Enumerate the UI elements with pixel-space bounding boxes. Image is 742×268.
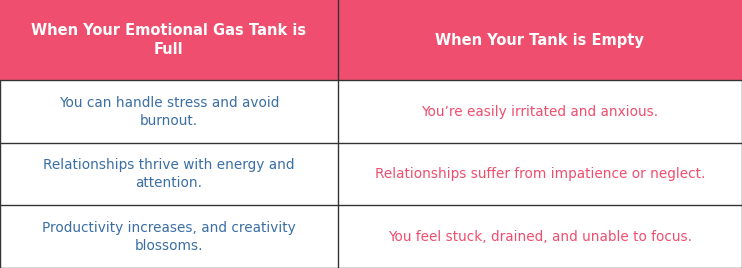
Text: Productivity increases, and creativity
blossoms.: Productivity increases, and creativity b… — [42, 221, 295, 253]
Text: When Your Tank is Empty: When Your Tank is Empty — [436, 33, 644, 48]
Text: Relationships suffer from impatience or neglect.: Relationships suffer from impatience or … — [375, 167, 705, 181]
Text: You can handle stress and avoid
burnout.: You can handle stress and avoid burnout. — [59, 96, 279, 128]
Text: You’re easily irritated and anxious.: You’re easily irritated and anxious. — [421, 105, 658, 119]
Bar — [0, 0, 338, 80]
Text: Relationships thrive with energy and
attention.: Relationships thrive with energy and att… — [43, 158, 295, 190]
Text: You feel stuck, drained, and unable to focus.: You feel stuck, drained, and unable to f… — [388, 230, 692, 244]
Text: When Your Emotional Gas Tank is
Full: When Your Emotional Gas Tank is Full — [31, 23, 306, 57]
Bar — [338, 0, 742, 80]
